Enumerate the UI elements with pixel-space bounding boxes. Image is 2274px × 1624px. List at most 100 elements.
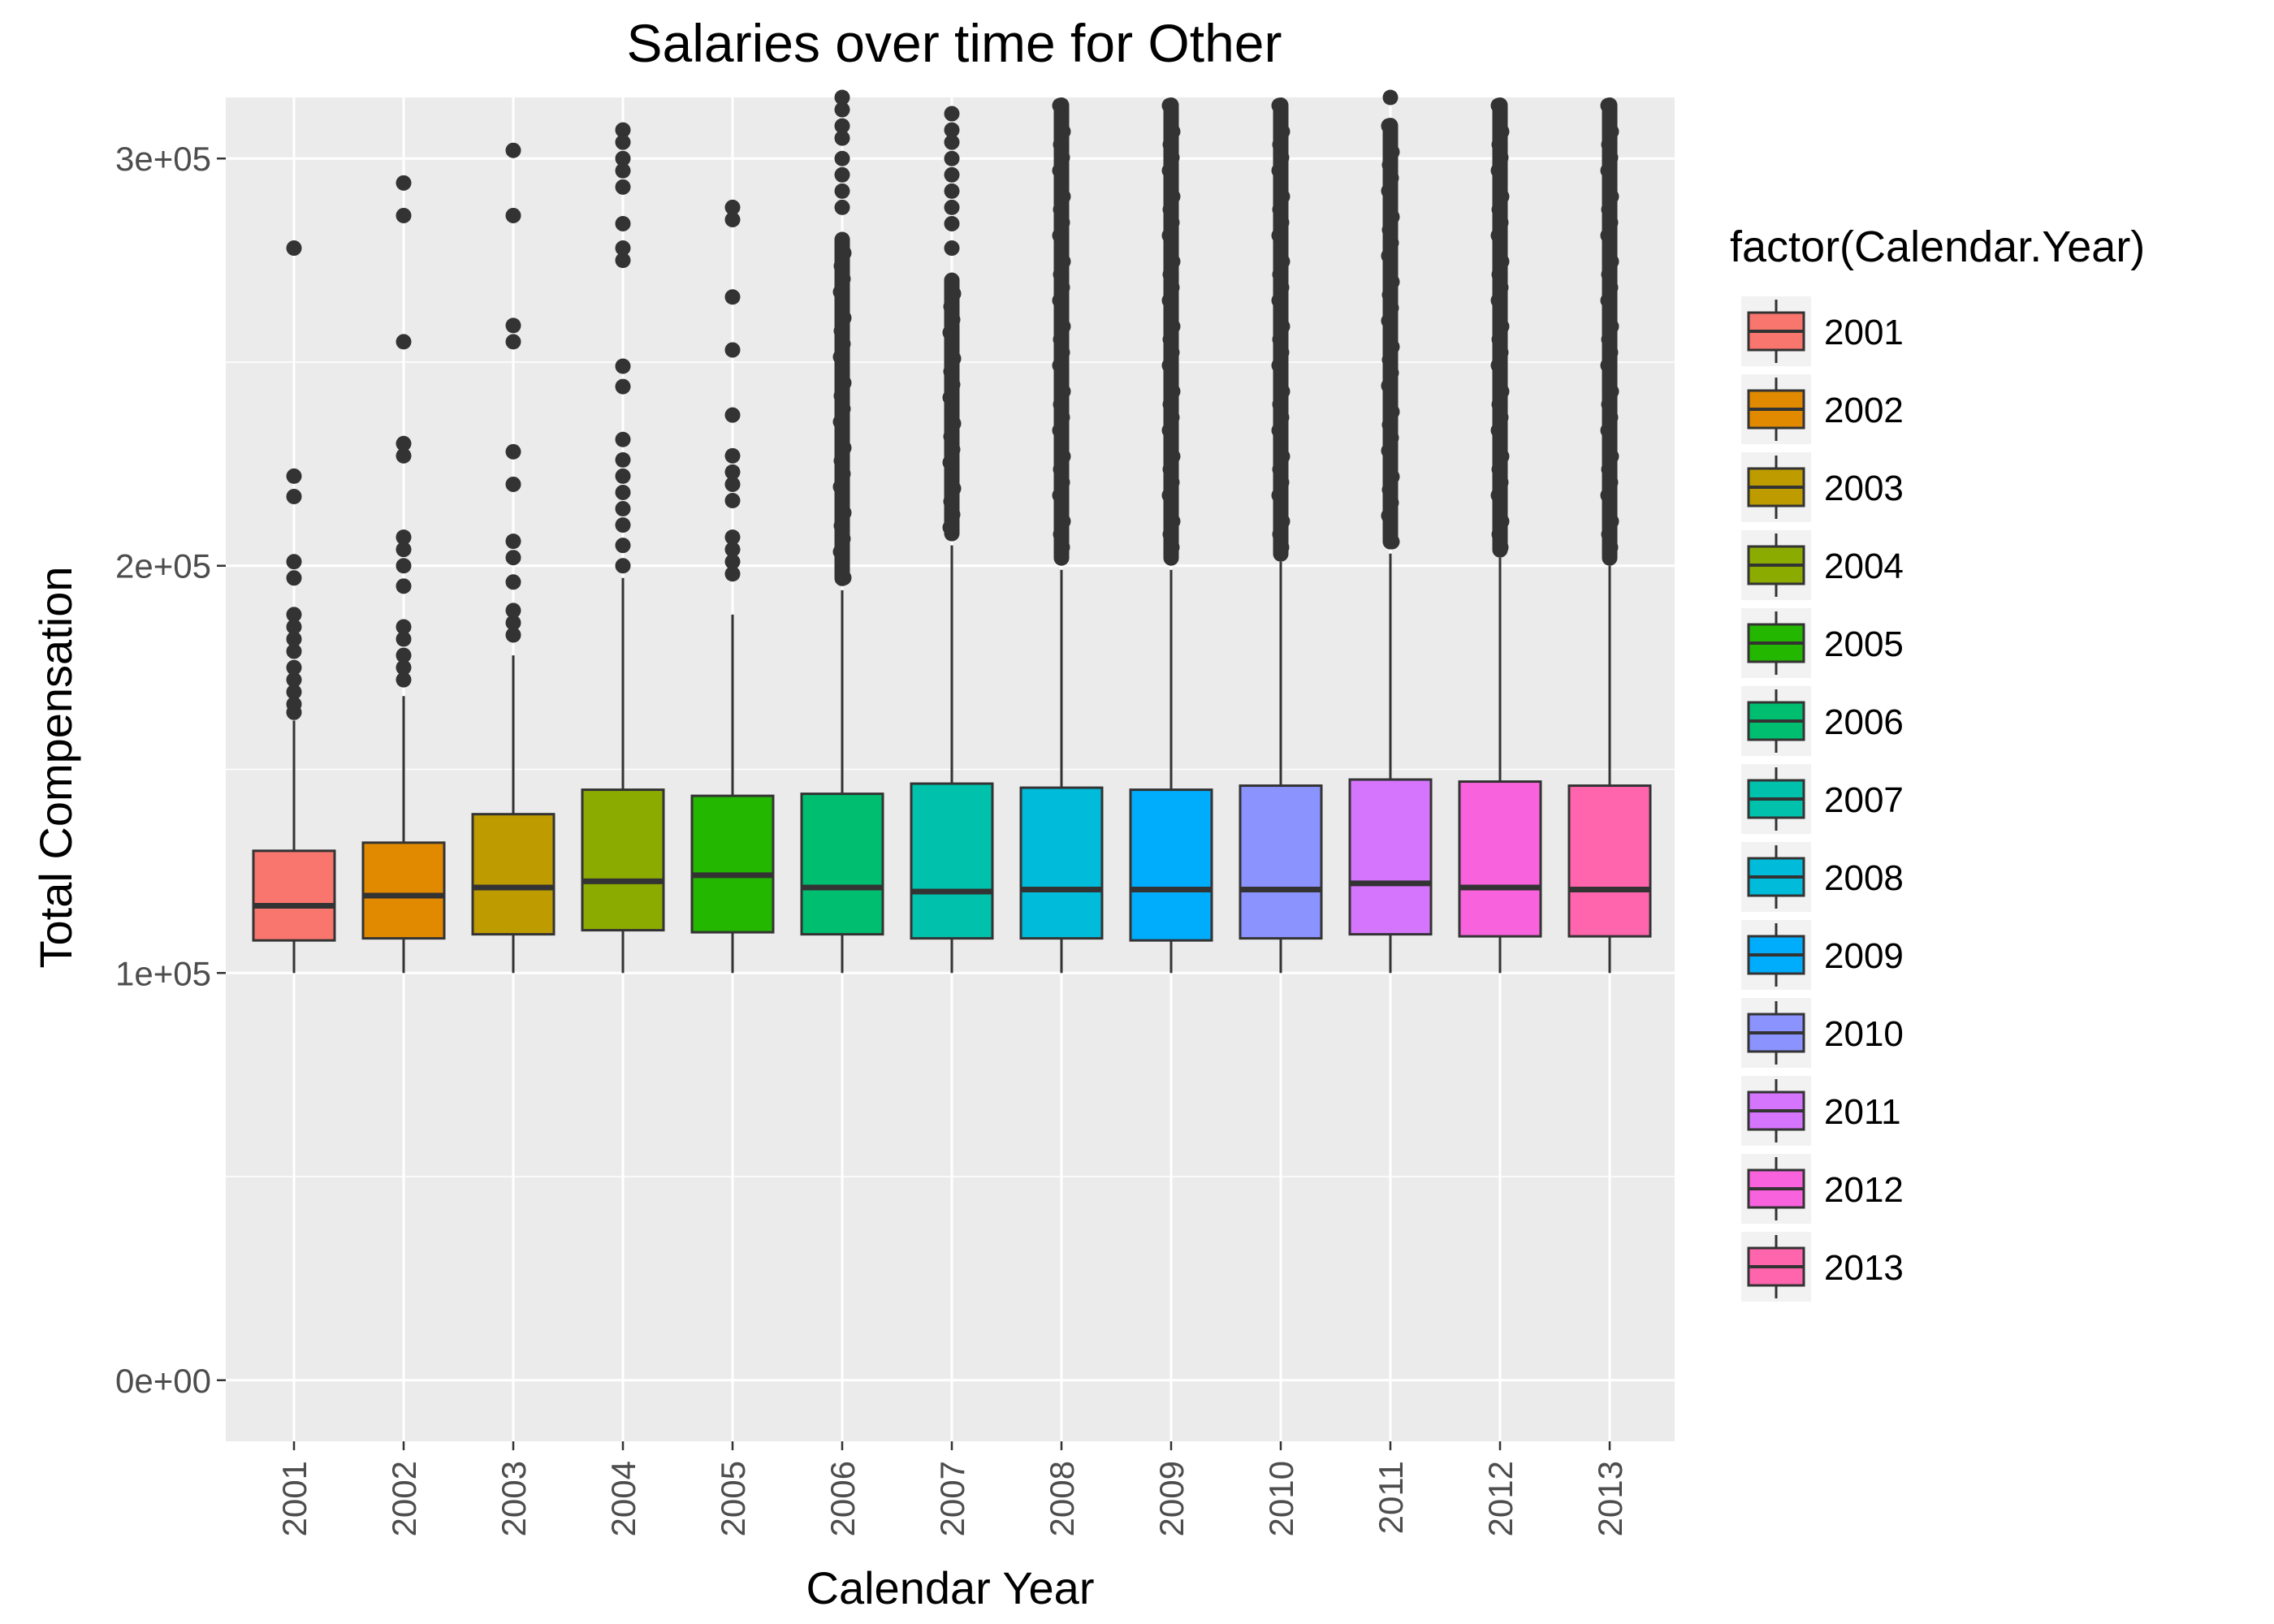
outlier-point [1055, 318, 1071, 335]
outlier-point [1274, 318, 1290, 335]
outlier-point [1381, 157, 1398, 173]
outlier-point [1053, 136, 1069, 153]
outlier-point [1164, 279, 1180, 296]
outlier-point [1490, 97, 1507, 114]
box-2006 [800, 89, 884, 974]
outlier-point [615, 501, 631, 517]
outlier-point [396, 659, 412, 676]
outlier-point [945, 312, 961, 328]
legend-label: 2009 [1824, 936, 1904, 976]
box-iqr [471, 813, 556, 936]
outlier-point [836, 310, 852, 326]
legend-label: 2004 [1824, 546, 1904, 586]
outlier-point [1602, 474, 1619, 490]
outlier-point [724, 464, 741, 480]
outlier-point [834, 297, 850, 313]
box-2008 [1019, 97, 1104, 974]
outlier-point [942, 520, 958, 536]
box-2003 [471, 142, 556, 974]
x-tick-label: 2001 [275, 1461, 313, 1536]
outlier-point [944, 240, 960, 257]
x-tick-label: 2008 [1043, 1461, 1081, 1536]
outlier-point [834, 150, 850, 166]
outlier-point [1490, 227, 1507, 244]
outlier-point [724, 554, 741, 570]
outlier-point [1381, 443, 1397, 459]
x-tick-label: 2003 [495, 1461, 533, 1536]
outlier-point [1602, 370, 1618, 387]
box-2002 [361, 175, 446, 974]
box-2010 [1239, 97, 1323, 974]
x-tick-label: 2006 [824, 1461, 862, 1536]
outlier-point [1384, 404, 1400, 420]
outlier-point [1273, 110, 1289, 127]
outlier-point [1053, 110, 1070, 127]
outlier-point [1053, 370, 1070, 387]
outlier-point [1601, 331, 1617, 348]
outlier-point [1602, 214, 1619, 231]
outlier-point [1162, 136, 1178, 153]
outlier-point [1382, 326, 1399, 342]
y-axis: 0e+00 1e+05 2e+05 3e+05 [115, 140, 226, 1400]
box-2012 [1458, 97, 1542, 974]
outlier-point [615, 253, 631, 269]
outlier-point [1054, 279, 1070, 296]
outlier-point [944, 183, 960, 199]
outlier-point [615, 558, 631, 574]
outlier-point [1602, 344, 1619, 361]
x-tick-label: 2010 [1262, 1461, 1300, 1536]
outlier-point [943, 364, 959, 380]
outlier-point [1493, 344, 1509, 361]
outlier-point [1382, 261, 1399, 277]
outlier-point [1272, 331, 1288, 348]
outlier-point [1272, 201, 1288, 218]
outlier-point [945, 286, 962, 302]
outlier-point [724, 476, 741, 492]
outlier-point [836, 505, 852, 520]
legend-label: 2007 [1824, 780, 1904, 820]
outlier-point [1054, 409, 1070, 425]
outlier-point [1271, 162, 1287, 179]
outlier-point [944, 122, 960, 138]
outlier-point [1162, 526, 1178, 542]
outlier-point [724, 529, 741, 546]
outlier-point [834, 557, 850, 572]
outlier-point [836, 245, 852, 261]
outlier-point [1163, 110, 1179, 127]
outlier-point [1384, 144, 1400, 160]
outlier-point [1602, 539, 1619, 555]
outlier-point [1602, 435, 1618, 451]
outlier-point [505, 334, 521, 350]
outlier-point [724, 566, 741, 582]
outlier-point [836, 440, 852, 456]
outlier-point [1273, 539, 1290, 555]
legend-label: 2002 [1824, 391, 1904, 430]
outlier-point [834, 118, 850, 134]
outlier-point [1274, 383, 1290, 400]
outlier-point [1273, 279, 1290, 296]
outlier-point [1273, 240, 1289, 257]
outlier-point [615, 538, 631, 554]
outlier-point [942, 390, 958, 406]
box-iqr [361, 841, 446, 940]
legend-label: 2011 [1824, 1092, 1901, 1132]
outlier-point [1600, 422, 1616, 438]
outlier-point [1052, 162, 1068, 179]
y-tick-label: 2e+05 [115, 547, 211, 585]
outlier-point [1053, 331, 1069, 348]
outlier-point [1490, 422, 1507, 438]
outlier-point [396, 558, 412, 574]
outlier-point [1161, 422, 1178, 438]
outlier-point [724, 211, 741, 227]
outlier-point [832, 544, 849, 559]
outlier-point [1490, 292, 1507, 309]
outlier-point [1273, 435, 1289, 451]
outlier-point [615, 150, 631, 166]
outlier-point [1273, 305, 1289, 322]
outlier-point [1273, 149, 1290, 166]
outlier-point [505, 533, 521, 550]
box-iqr [910, 782, 994, 940]
outlier-point [286, 468, 302, 484]
outlier-point [615, 468, 631, 484]
